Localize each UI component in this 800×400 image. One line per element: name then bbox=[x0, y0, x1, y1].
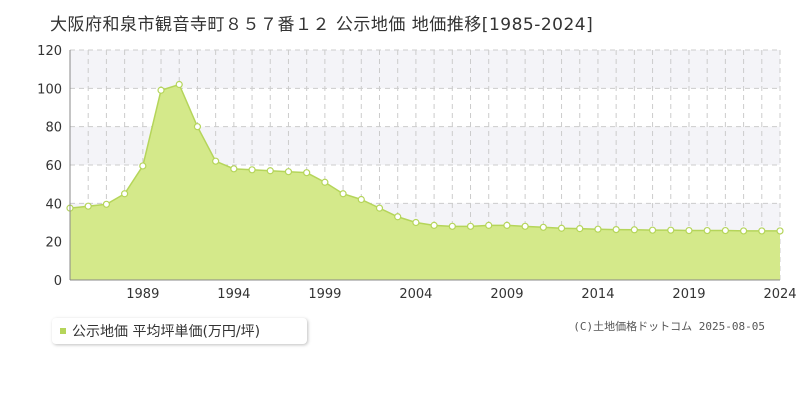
data-point bbox=[303, 169, 311, 177]
data-point bbox=[448, 222, 456, 230]
x-axis-tick-labels: 1989 1994 1999 2004 2009 2014 2019 2024 bbox=[126, 287, 796, 302]
data-markers bbox=[66, 80, 784, 235]
data-point bbox=[375, 204, 384, 212]
data-point bbox=[248, 166, 256, 174]
data-point bbox=[230, 165, 238, 173]
data-point bbox=[557, 224, 566, 232]
data-point bbox=[594, 225, 602, 233]
copyright-text: (C)土地価格ドットコム 2025-08-05 bbox=[573, 320, 765, 333]
data-point bbox=[193, 123, 202, 131]
x-tick-label: 2019 bbox=[672, 287, 705, 302]
data-point bbox=[121, 190, 129, 198]
data-point bbox=[357, 195, 365, 204]
data-point bbox=[503, 221, 511, 229]
grid-band bbox=[70, 50, 780, 89]
data-point bbox=[612, 225, 620, 234]
legend-marker bbox=[60, 328, 66, 334]
data-point bbox=[521, 222, 529, 230]
data-point bbox=[157, 86, 165, 94]
series-line bbox=[69, 83, 780, 232]
x-tick-label: 1989 bbox=[126, 287, 159, 302]
x-tick-label: 2009 bbox=[490, 287, 523, 302]
x-tick-label: 2014 bbox=[581, 287, 614, 302]
data-point bbox=[430, 221, 438, 229]
y-tick-label: 80 bbox=[45, 121, 62, 136]
data-point bbox=[84, 202, 92, 210]
data-point bbox=[667, 226, 675, 234]
legend: 公示地価 平均坪単価(万円/坪) bbox=[52, 318, 307, 344]
y-tick-label: 40 bbox=[45, 197, 62, 212]
x-tick-label: 1999 bbox=[308, 287, 341, 302]
y-tick-label: 0 bbox=[54, 274, 62, 289]
data-point bbox=[266, 167, 274, 175]
data-point bbox=[648, 226, 657, 234]
y-tick-label: 100 bbox=[37, 82, 62, 97]
y-axis-tick-labels: 0 20 40 60 80 100 120 bbox=[37, 44, 62, 289]
data-point bbox=[339, 190, 347, 198]
y-tick-label: 120 bbox=[37, 44, 62, 59]
data-point bbox=[284, 168, 293, 176]
data-point bbox=[394, 213, 402, 221]
y-tick-label: 60 bbox=[45, 159, 62, 174]
data-point bbox=[739, 227, 748, 235]
data-point bbox=[539, 223, 547, 231]
x-tick-label: 2024 bbox=[763, 287, 796, 302]
data-point bbox=[139, 162, 147, 170]
data-point bbox=[485, 221, 493, 229]
data-point bbox=[102, 200, 111, 208]
y-tick-label: 20 bbox=[45, 236, 62, 251]
data-point bbox=[776, 227, 784, 235]
x-tick-label: 2004 bbox=[399, 287, 432, 302]
data-point bbox=[321, 178, 329, 186]
data-point bbox=[576, 225, 584, 233]
data-point bbox=[212, 157, 220, 165]
chart-title: 大阪府和泉市観音寺町８５７番１２ 公示地価 地価推移[1985-2024] bbox=[50, 15, 594, 35]
data-point bbox=[758, 227, 766, 235]
axes bbox=[69, 50, 780, 281]
data-point bbox=[685, 226, 693, 235]
area-fill bbox=[70, 84, 780, 280]
area-layer bbox=[69, 83, 780, 280]
data-point bbox=[703, 226, 711, 235]
data-point bbox=[630, 226, 638, 234]
data-point bbox=[412, 218, 420, 227]
x-tick-label: 1994 bbox=[217, 287, 250, 302]
legend-label: 公示地価 平均坪単価(万円/坪) bbox=[72, 324, 261, 340]
data-point bbox=[175, 80, 183, 89]
data-point bbox=[466, 222, 475, 230]
data-point bbox=[721, 226, 729, 235]
